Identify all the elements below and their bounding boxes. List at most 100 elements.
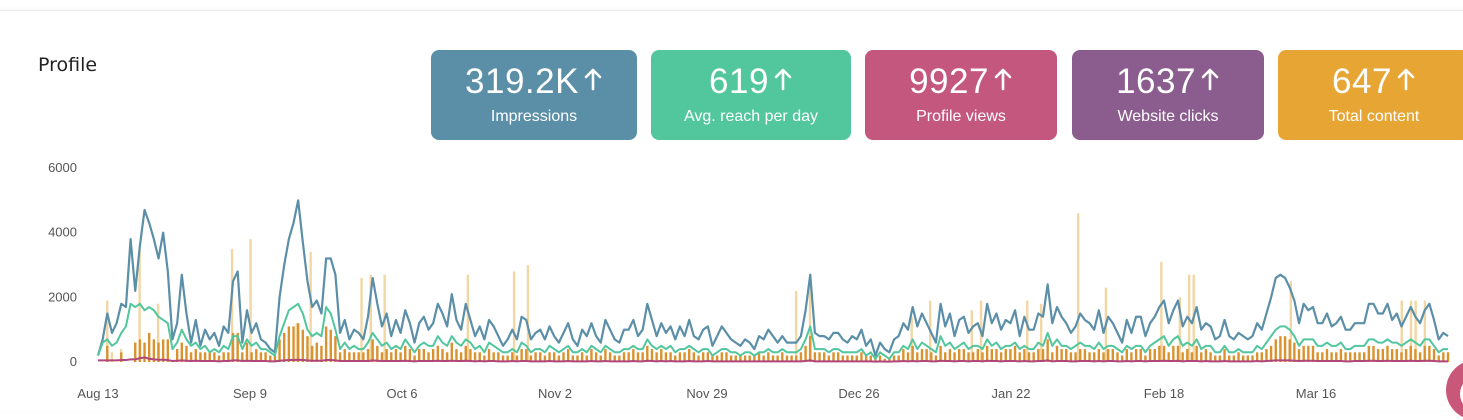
bar-mark — [264, 352, 267, 362]
bar-mark — [883, 358, 886, 362]
bar-mark — [1218, 355, 1222, 362]
bar-mark — [1414, 300, 1417, 362]
bar-mark — [930, 352, 933, 362]
bar-mark — [1251, 355, 1254, 362]
bar-mark — [841, 355, 845, 362]
bar-mark — [418, 349, 421, 362]
bar-mark — [161, 339, 165, 362]
bar-mark — [720, 352, 723, 362]
bar-mark — [874, 358, 877, 362]
bar-mark — [1139, 349, 1142, 362]
kpi-impressions[interactable]: 319.2K Impressions — [431, 50, 637, 140]
bar-mark — [1051, 352, 1054, 362]
kpi-value: 9927 — [865, 62, 1057, 102]
bar-mark — [492, 352, 495, 362]
y-tick-label: 2000 — [48, 289, 77, 304]
bar-mark — [1209, 352, 1212, 362]
bar-mark — [213, 352, 216, 362]
bar-mark — [1102, 352, 1105, 362]
bar-mark — [310, 345, 314, 362]
bar-mark — [543, 355, 547, 362]
bar-mark — [799, 352, 803, 362]
bar-mark — [106, 300, 109, 362]
x-tick-label: Dec 26 — [838, 386, 879, 401]
bar-mark — [138, 339, 142, 362]
bar-mark — [599, 355, 602, 362]
bar-mark — [278, 339, 281, 362]
arrow-up-icon — [774, 68, 792, 91]
line-series — [96, 199, 1449, 363]
bar-mark — [1288, 339, 1291, 362]
bar-mark — [1134, 349, 1138, 362]
bar-mark — [511, 352, 514, 362]
bar-mark — [413, 355, 416, 362]
bar-mark — [976, 349, 980, 362]
bar-mark — [1079, 349, 1082, 362]
bar-mark — [466, 274, 470, 362]
bar-mark — [1390, 349, 1394, 362]
bar-mark — [1432, 349, 1436, 362]
bar-mark — [1144, 355, 1147, 362]
bar-mark — [371, 339, 374, 362]
chat-bubble-button[interactable] — [1446, 360, 1463, 420]
bar-mark — [1269, 345, 1273, 362]
bar-mark — [995, 349, 998, 362]
bar-mark — [360, 277, 363, 362]
bar-mark — [445, 352, 449, 362]
bar-mark — [1037, 349, 1040, 362]
kpi-total-content[interactable]: 647 Total content — [1278, 50, 1463, 140]
bar-mark — [757, 352, 761, 362]
kpi-avg-reach[interactable]: 619 Avg. reach per day — [651, 50, 851, 140]
bar-mark — [808, 281, 812, 362]
bar-mark — [1289, 281, 1293, 362]
bar-mark — [678, 352, 682, 362]
bar-mark — [301, 329, 305, 362]
bar-mark — [1372, 345, 1375, 362]
series-line — [97, 302, 1448, 360]
bar-mark — [1409, 300, 1413, 362]
bar-mark — [655, 352, 658, 362]
bar-mark — [850, 355, 854, 362]
bar-mark — [366, 349, 370, 362]
bar-mark — [650, 349, 654, 362]
bar-mark — [660, 349, 663, 362]
bar-mark — [455, 349, 458, 362]
bar-mark — [1395, 349, 1398, 362]
bar-mark — [526, 265, 530, 362]
kpi-profile-views[interactable]: 9927 Profile views — [865, 50, 1057, 140]
bar-mark — [175, 349, 179, 362]
bar-mark — [1065, 349, 1068, 362]
bar-mark — [627, 352, 630, 362]
bar-mark — [1181, 352, 1184, 362]
bar-mark — [408, 349, 412, 362]
bar-mark — [506, 355, 509, 362]
kpi-label: Impressions — [490, 108, 578, 125]
bar-mark — [208, 352, 211, 362]
bar-mark — [683, 352, 686, 362]
y-tick-label: 4000 — [48, 225, 77, 240]
bar-mark — [529, 355, 533, 362]
bar-mark — [469, 349, 472, 362]
bar-mark — [785, 355, 789, 362]
bar-mark — [688, 349, 691, 362]
bar-mark — [343, 349, 346, 362]
bar-mark — [1158, 345, 1161, 362]
bar-mark — [767, 352, 770, 362]
bar-mark — [1241, 355, 1245, 362]
bar-mark — [1116, 352, 1119, 362]
bar-mark — [701, 352, 705, 362]
bar-mark — [306, 336, 309, 362]
bar-mark — [1041, 349, 1045, 362]
bar-mark — [199, 352, 202, 362]
bar-mark — [748, 355, 751, 362]
bar-mark — [1437, 355, 1440, 362]
kpi-website-clicks[interactable]: 1637 Website clicks — [1072, 50, 1264, 140]
bar-mark — [296, 323, 300, 362]
bar-mark — [324, 326, 328, 362]
bar-mark — [1130, 352, 1133, 362]
bar-mark — [1186, 349, 1189, 362]
bar-mark — [1376, 349, 1380, 362]
bar-mark — [613, 355, 616, 362]
bar-mark — [1162, 345, 1166, 362]
bar-mark — [580, 352, 584, 362]
